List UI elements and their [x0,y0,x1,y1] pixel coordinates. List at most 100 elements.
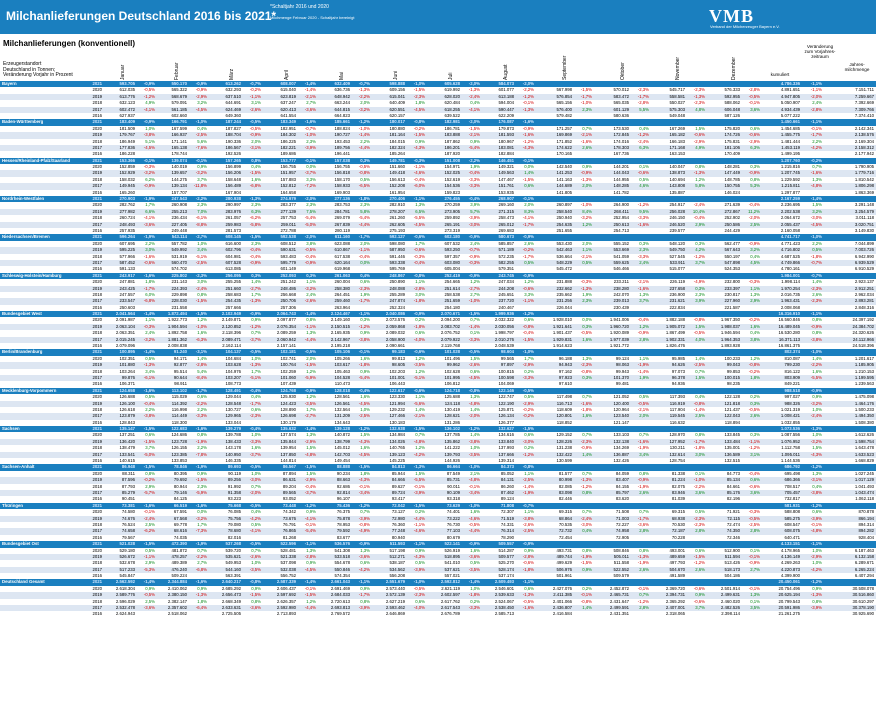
table-cell: 1,6% [812,368,822,374]
table-cell: -5,7% [143,490,155,495]
table-cell: 4.133.151 [780,541,800,547]
table-cell: 0,4% [470,100,480,106]
table-cell: 1,3% [306,330,316,336]
table-cell: 250.706 [280,298,296,304]
table-cell: 243.917 [119,272,135,278]
table-cell: 567.998 [556,87,572,93]
table-cell: -6,8% [195,566,207,572]
table-cell: -4,4% [468,528,480,534]
table-cell: 115.029 [171,394,187,400]
table-cell: -0,6% [413,234,425,240]
table-cell: -2,6% [468,362,480,368]
table-cell: -2,3% [413,592,425,598]
table-cell: -1,7% [358,234,370,240]
table-row: 2018 260.724 -4,1% 236.434 -6,1% 261.057 -6,2%… [0,215,876,221]
table-cell: 76.360 [391,521,405,527]
table-cell: 1,2% [197,317,207,323]
table-cell: 601.077 [498,87,514,93]
table-cell: 1,3% [582,355,592,361]
table-cell: 1,4% [251,279,261,285]
table-row: 2018 532.678 2,9% 489.389 2,7% 549.953 1,0% 537… [0,560,876,566]
table-cell: -4,4% [304,336,316,342]
table-cell: -0,4% [413,176,425,182]
table-cell: 2,0% [251,138,261,144]
table-cell: 125.688 [444,394,460,400]
table-cell: 98.063 [615,362,629,368]
table-cell: 140.950 [225,451,241,457]
table-cell: -1,2% [810,464,822,470]
table-cell: -1,0% [468,464,480,470]
table-cell: -4,3% [413,553,425,559]
table-cell: 273.319 [444,227,460,233]
table-row: 2020 74.580 -0,1% 67.591 0,0% 76.085 0,4% 74.34… [0,509,876,515]
table-cell: 85.944 [391,470,405,476]
table-cell: 156.755 [334,164,350,170]
table-cell: -1,0% [304,132,316,138]
region-block: Bundesgebiet West 2021 2.041.564 -1,4% 1.872… [0,311,876,349]
table-cell: -0,9% [358,541,370,547]
table-cell: -0,9% [143,183,155,189]
table-cell: -2,5% [358,413,370,419]
table-cell: 1,1% [750,285,760,291]
table-cell: 1.481.444 [780,138,800,144]
table-cell: 3,2% [812,208,822,214]
table-cell: -2,1% [637,406,649,412]
year-cell: 2018 [92,560,102,566]
table-cell: -1,3% [143,362,155,368]
table-cell: 619.968 [334,266,350,272]
region-header-row: Thüringen 2021 73.381 -1,6% 66.519 -1,6% 75.66… [0,502,876,510]
table-cell: 476.240 [171,566,187,572]
table-cell: 2.626.357 [276,598,296,604]
table-cell: 74.350 [726,528,740,534]
table-cell: 2.055.437 [780,221,800,227]
table-cell: 0,8% [812,598,822,604]
table-cell: 232.662 [556,285,572,291]
table-cell: 16.371.113 [778,336,800,342]
table-cell: -1,6% [637,438,649,444]
table-cell: 7.259.667 [854,93,874,99]
table-cell: -1,4% [468,579,480,585]
table-cell: -2,4% [195,285,207,291]
table-cell: 144.814 [280,458,296,464]
table-cell: 1.215.816 [780,164,800,170]
table-cell: 269.079 [334,215,350,221]
table-cell: 2.684.033 [330,592,350,598]
table-cell: 2.149.160 [330,317,350,323]
year-cell: 2021 [92,157,102,163]
table-cell: -2,0% [522,81,534,86]
table-cell: 96.107 [336,496,350,502]
table-cell: -1,1% [810,81,822,86]
table-cell: 596.264 [119,234,135,240]
table-cell: 489.659 [669,553,685,559]
region-name: Bundesgebiet West [2,311,42,317]
table-cell: 0,1% [750,598,760,604]
table-cell: -4,5% [413,106,425,112]
table-cell: 3,9% [470,202,480,208]
table-cell: 572.235 [498,253,514,259]
table-cell: -0,5% [468,521,480,527]
table-cell: 96.378 [671,374,685,380]
table-cell: 0,9% [524,547,534,553]
table-cell: 619.992 [444,87,460,93]
table-cell: 183.081 [498,144,514,150]
table-cell: 0,4% [639,125,649,131]
table-cell: 0,6% [360,279,370,285]
table-cell: 132.426 [613,458,629,464]
table-cell: -3,8% [522,515,534,521]
table-row: 2019 595.225 3,0% 549.992 3,4% 602.796 -0,4% 59… [0,247,876,254]
table-cell: 649.360 [225,112,241,118]
table-cell: 608.145 [225,234,241,240]
table-cell: 122.617 [389,387,405,393]
table-cell: 0,0% [524,164,534,170]
table-cell: -1,1% [304,541,316,547]
table-cell: 593.250 [444,247,460,253]
table-cell: 106.812 [444,381,460,387]
table-cell: 0,0% [582,317,592,323]
table-cell: 0,7% [582,394,592,400]
table-cell: 537.621 [444,566,460,572]
table-cell: -4,4% [413,515,425,521]
table-row: 2017 2.015.245 -3,2% 1.881.362 -6,3% 2.089.47… [0,336,876,344]
table-cell: -1,5% [249,170,261,176]
table-cell: 3,4% [197,247,207,253]
table-cell: 1.920.089 [609,330,629,336]
